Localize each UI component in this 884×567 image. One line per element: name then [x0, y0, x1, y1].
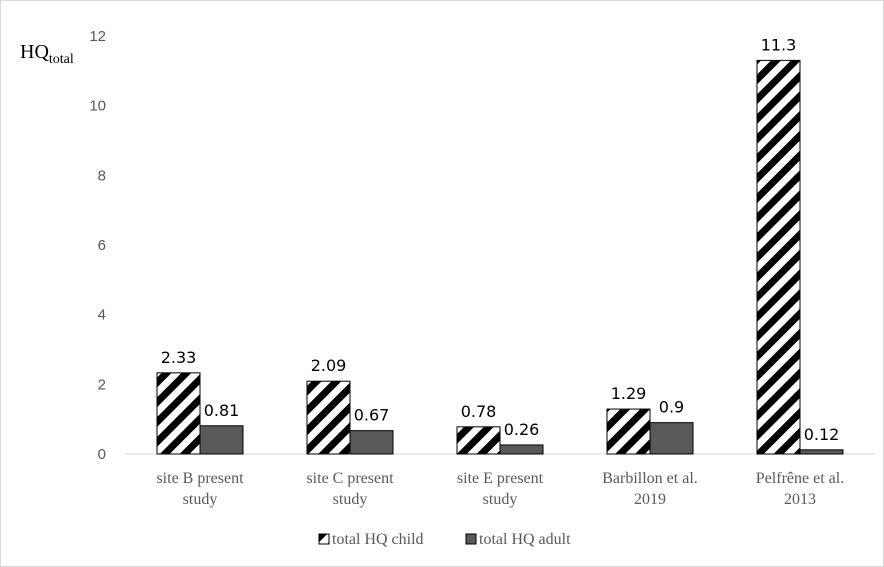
adult-bar [799, 449, 844, 455]
data-label: 2.33 [161, 348, 197, 367]
data-label: 2.09 [311, 356, 347, 375]
category-label: Pelfrêne et al. [756, 470, 844, 487]
data-label: 0.26 [504, 420, 540, 439]
category-label: study [333, 491, 368, 508]
y-tick-label: 6 [98, 237, 106, 254]
legend: total HQ child total HQ adult [318, 531, 571, 548]
child-bar [756, 59, 801, 455]
child-bar [156, 372, 201, 455]
y-tick-label: 8 [98, 167, 106, 184]
child-bar [306, 380, 351, 455]
y-tick-label: 12 [89, 28, 106, 45]
category-labels: site B present study site C present study si… [156, 470, 844, 508]
y-axis-ticks: 0 2 4 6 8 10 12 [89, 28, 106, 463]
legend-swatch-adult [465, 533, 477, 545]
y-axis-title: HQtotal [20, 41, 74, 67]
data-label: 11.3 [761, 35, 797, 54]
category-label: study [183, 491, 218, 508]
category-label: 2013 [784, 491, 816, 508]
y-tick-label: 0 [98, 446, 106, 463]
adult-bar [499, 444, 544, 455]
y-tick-label: 4 [98, 307, 106, 324]
adult-bar [649, 422, 694, 455]
data-label: 1.29 [611, 384, 647, 403]
bars [156, 59, 844, 455]
y-axis-title-main: HQtotal [20, 41, 74, 67]
data-label: 0.78 [461, 402, 497, 421]
data-label: 0.9 [659, 398, 684, 417]
y-tick-label: 2 [98, 376, 106, 393]
category-label: site B present [156, 470, 244, 487]
category-label: Barbillon et al. [602, 470, 698, 487]
data-label: 0.81 [204, 401, 240, 420]
category-label: site E present [457, 470, 544, 487]
adult-bar [349, 430, 394, 455]
category-label: site C present [306, 470, 394, 487]
child-bar [456, 426, 501, 455]
category-label: study [483, 491, 518, 508]
data-labels: 2.33 0.81 2.09 0.67 0.78 0.26 1.29 0.9 11.3 0.12 [161, 35, 840, 443]
category-label: 2019 [634, 491, 666, 508]
data-label: 0.67 [354, 406, 390, 425]
adult-bar [199, 425, 244, 455]
data-label: 0.12 [804, 425, 840, 444]
legend-label-adult: total HQ adult [479, 531, 571, 548]
legend-label-child: total HQ child [332, 531, 424, 548]
y-tick-label: 10 [89, 98, 106, 115]
child-bar [606, 408, 651, 455]
legend-swatch-child [318, 533, 330, 545]
